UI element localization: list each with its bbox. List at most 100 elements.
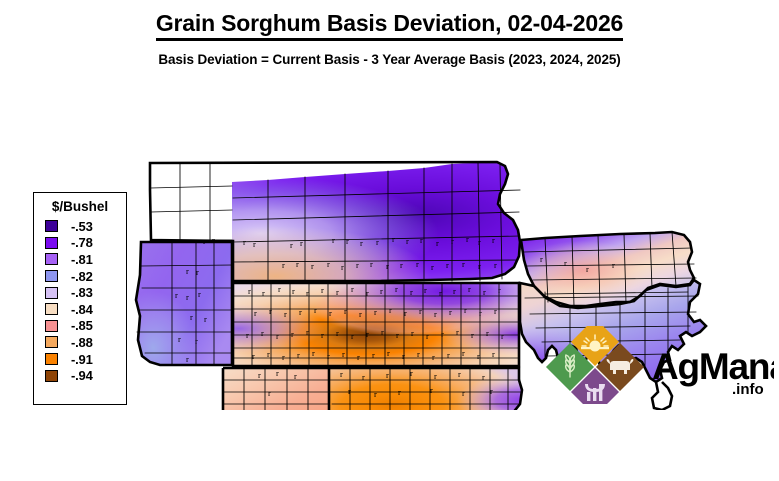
svg-text:r: r	[434, 309, 437, 319]
legend-row: -.81	[34, 251, 126, 268]
svg-text:r: r	[404, 308, 407, 318]
legend-value-label: -.88	[71, 334, 93, 350]
legend-title: $/Bushel	[51, 199, 109, 214]
svg-text:r: r	[329, 308, 332, 318]
legend-row: -.83	[34, 284, 126, 301]
svg-text:r: r	[564, 258, 567, 268]
legend-color-swatch	[45, 253, 58, 266]
svg-text:r: r	[612, 260, 615, 270]
svg-text:r: r	[342, 349, 345, 359]
svg-text:r: r	[424, 285, 427, 295]
svg-text:r: r	[253, 239, 256, 249]
legend-row: -.53	[34, 218, 126, 235]
svg-text:r: r	[416, 259, 419, 269]
svg-text:r: r	[327, 259, 330, 269]
svg-text:r: r	[262, 288, 265, 298]
svg-text:r: r	[282, 260, 285, 270]
map-container: r r r r r r r r r r r r r r r r r r r r r r r r r r r…	[0, 70, 779, 410]
svg-text:r: r	[321, 285, 324, 295]
legend-color-swatch	[45, 369, 58, 382]
svg-text:r: r	[356, 260, 359, 270]
svg-text:r: r	[276, 368, 279, 378]
svg-text:r: r	[478, 261, 481, 271]
svg-text:r: r	[540, 254, 543, 264]
legend-row: -.78	[34, 235, 126, 252]
legend-panel: $/Bushel -.53 -.78 -.81 -.82 -.83 -.84 -.85 -.8…	[33, 192, 127, 405]
svg-text:r: r	[396, 330, 399, 340]
legend-value-label: -.83	[71, 285, 93, 301]
agmanager-logo-svg: AgManager .info	[545, 317, 779, 417]
svg-text:r: r	[374, 389, 377, 399]
svg-text:r: r	[392, 234, 395, 244]
legend-value-label: -.85	[71, 318, 93, 334]
svg-text:r: r	[312, 348, 315, 358]
title-block: Grain Sorghum Basis Deviation, 02-04-202…	[0, 10, 779, 41]
svg-text:r: r	[478, 237, 481, 247]
legend-row: -.84	[34, 301, 126, 318]
svg-text:r: r	[261, 328, 264, 338]
svg-text:r: r	[292, 286, 295, 296]
svg-text:r: r	[446, 260, 449, 270]
legend-value-label: -.94	[71, 368, 93, 384]
legend-row: -.94	[34, 367, 126, 384]
legend-color-swatch	[45, 220, 58, 233]
svg-text:r: r	[420, 235, 423, 245]
svg-text:r: r	[346, 236, 349, 246]
svg-text:r: r	[400, 260, 403, 270]
svg-text:r: r	[458, 369, 461, 379]
svg-text:r: r	[195, 336, 198, 346]
svg-text:r: r	[296, 259, 299, 269]
svg-text:r: r	[278, 284, 281, 294]
svg-text:r: r	[246, 330, 249, 340]
svg-text:r: r	[243, 237, 246, 247]
legend-color-swatch	[45, 319, 58, 332]
svg-text:r: r	[297, 350, 300, 360]
svg-text:r: r	[398, 387, 401, 397]
svg-text:r: r	[258, 370, 261, 380]
svg-text:r: r	[406, 236, 409, 246]
svg-text:r: r	[372, 350, 375, 360]
svg-text:r: r	[366, 288, 369, 298]
svg-text:r: r	[494, 260, 497, 270]
svg-text:r: r	[456, 327, 459, 337]
svg-text:r: r	[198, 289, 201, 299]
svg-text:r: r	[449, 307, 452, 317]
page-subtitle: Basis Deviation = Current Basis - 3 Year…	[158, 52, 621, 67]
svg-text:r: r	[290, 240, 293, 250]
svg-text:r: r	[439, 288, 442, 298]
logo-brand-text: AgManager	[652, 346, 774, 387]
legend-value-label: -.81	[71, 251, 93, 267]
svg-text:r: r	[351, 331, 354, 341]
svg-text:r: r	[267, 349, 270, 359]
svg-text:r: r	[479, 308, 482, 318]
svg-text:r: r	[402, 351, 405, 361]
legend-color-swatch	[45, 303, 58, 316]
agmanager-logo[interactable]: AgManager .info	[536, 317, 779, 417]
svg-text:r: r	[498, 285, 501, 295]
region-nebraska	[150, 162, 520, 281]
svg-text:r: r	[386, 261, 389, 271]
svg-text:r: r	[477, 351, 480, 361]
legend-row: -.88	[34, 334, 126, 351]
region-oklahoma	[329, 368, 522, 410]
svg-text:r: r	[321, 330, 324, 340]
svg-text:r: r	[482, 372, 485, 382]
svg-text:r: r	[348, 386, 351, 396]
legend-row: -.91	[34, 351, 126, 368]
svg-text:r: r	[340, 369, 343, 379]
svg-text:r: r	[359, 309, 362, 319]
svg-text:r: r	[306, 288, 309, 298]
legend-color-swatch	[45, 286, 58, 299]
svg-text:r: r	[462, 259, 465, 269]
elevator-location-markers: r r r r r r r r r r r r r r r r r r r r r r r r r r r…	[175, 234, 615, 410]
svg-text:r: r	[366, 329, 369, 339]
svg-text:r: r	[376, 237, 379, 247]
svg-text:r: r	[311, 261, 314, 271]
svg-text:r: r	[336, 328, 339, 338]
svg-text:r: r	[336, 287, 339, 297]
legend-color-swatch	[45, 353, 58, 366]
legend-value-label: -.53	[71, 218, 93, 234]
svg-text:r: r	[360, 238, 363, 248]
svg-text:r: r	[294, 371, 297, 381]
